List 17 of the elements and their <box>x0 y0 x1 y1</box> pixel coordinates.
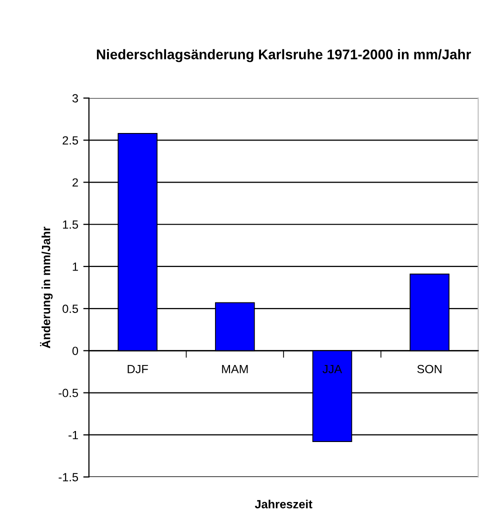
y-tick-label: 2.5 <box>62 136 78 145</box>
y-tick-label: 1 <box>72 262 78 271</box>
x-tick-label: MAM <box>222 364 248 374</box>
y-tick-label: 0.5 <box>62 304 78 313</box>
x-axis-title: Jahreszeit <box>254 500 312 508</box>
y-tick-label: -1.5 <box>58 473 78 482</box>
y-tick-label: -0.5 <box>58 388 78 398</box>
y-tick-label: -1 <box>68 431 78 440</box>
y-tick-label: 0 <box>72 346 78 356</box>
y-axis-title: Änderung in mm/Jahr <box>40 226 53 348</box>
y-tick-label: 3 <box>72 94 78 102</box>
y-tick-label: 1.5 <box>63 220 78 229</box>
x-tick-label: DJF <box>128 364 148 374</box>
x-tick-label: SON <box>417 364 442 374</box>
chart-title: Niederschlagsänderung Karlsruhe 1971-2000 in mm/Jahr <box>96 49 471 62</box>
y-tick-label: 2 <box>72 178 78 187</box>
x-tick-label: JJA <box>322 364 342 374</box>
